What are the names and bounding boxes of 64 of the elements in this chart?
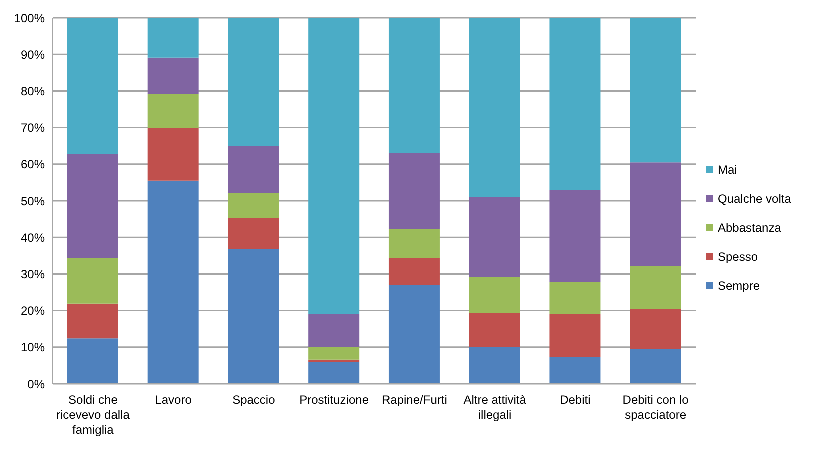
bar — [148, 180, 199, 384]
x-tick-label: Altre attività illegali — [464, 393, 527, 422]
y-tick-label: 20% — [20, 304, 46, 318]
y-tick-label: 90% — [20, 48, 46, 62]
bar — [550, 190, 601, 282]
bar — [308, 18, 360, 314]
y-tick-label: 100% — [14, 11, 46, 26]
bar — [388, 153, 440, 230]
bar — [630, 349, 682, 384]
x-tick-label: Spaccio — [232, 393, 276, 407]
bar — [308, 314, 360, 348]
bar — [550, 314, 601, 358]
bar — [550, 282, 601, 314]
bar — [67, 154, 118, 258]
x-tick-label: Lavoro — [155, 393, 192, 407]
y-tick-label: 60% — [20, 158, 46, 172]
y-tick-label: 40% — [20, 230, 46, 245]
bar — [67, 338, 118, 384]
bar — [630, 266, 682, 309]
bar — [148, 58, 199, 94]
bar — [148, 18, 199, 58]
x-tick-label: Debiti — [560, 393, 591, 407]
bar — [308, 347, 360, 360]
y-tick-label: 30% — [20, 267, 46, 282]
bar — [550, 18, 601, 190]
y-tick-label: 10% — [20, 340, 46, 355]
x-tick-label: Prostituzione — [300, 393, 370, 407]
y-tick-label: 0% — [28, 377, 46, 392]
legend-label: Spesso — [718, 250, 758, 264]
bar — [630, 162, 682, 267]
bar — [388, 285, 440, 384]
bar — [388, 18, 440, 154]
bar — [388, 258, 440, 286]
bar — [148, 128, 199, 181]
x-tick-label: Debiti con lo spacciatore — [622, 393, 690, 422]
bar — [630, 18, 682, 163]
bar — [388, 229, 440, 258]
y-tick-label: 50% — [20, 194, 46, 208]
bar — [469, 18, 520, 197]
legend-label: Qualche volta — [718, 192, 792, 206]
bar — [228, 218, 280, 250]
legend-label: Sempre — [718, 278, 760, 292]
bar — [67, 18, 118, 154]
bar — [469, 347, 520, 384]
y-tick-label: 80% — [20, 84, 46, 98]
bar — [308, 362, 360, 384]
bar — [228, 146, 280, 193]
x-tick-label: Rapine/Furti — [382, 393, 448, 407]
bar — [630, 308, 682, 350]
bar — [228, 192, 280, 218]
bar — [148, 94, 199, 129]
legend-label: Abbastanza — [718, 220, 782, 234]
bar — [228, 18, 280, 146]
bar — [67, 304, 118, 339]
bar — [469, 312, 520, 348]
bar — [228, 249, 280, 384]
bar — [469, 277, 520, 313]
bar — [67, 258, 118, 304]
bar — [550, 357, 601, 384]
legend-label: Mai — [718, 162, 738, 176]
bar — [308, 360, 360, 362]
y-tick-label: 70% — [20, 121, 46, 136]
x-tick-label: Soldi che ricevevo dalla famiglia — [56, 393, 130, 437]
bar — [469, 196, 520, 278]
